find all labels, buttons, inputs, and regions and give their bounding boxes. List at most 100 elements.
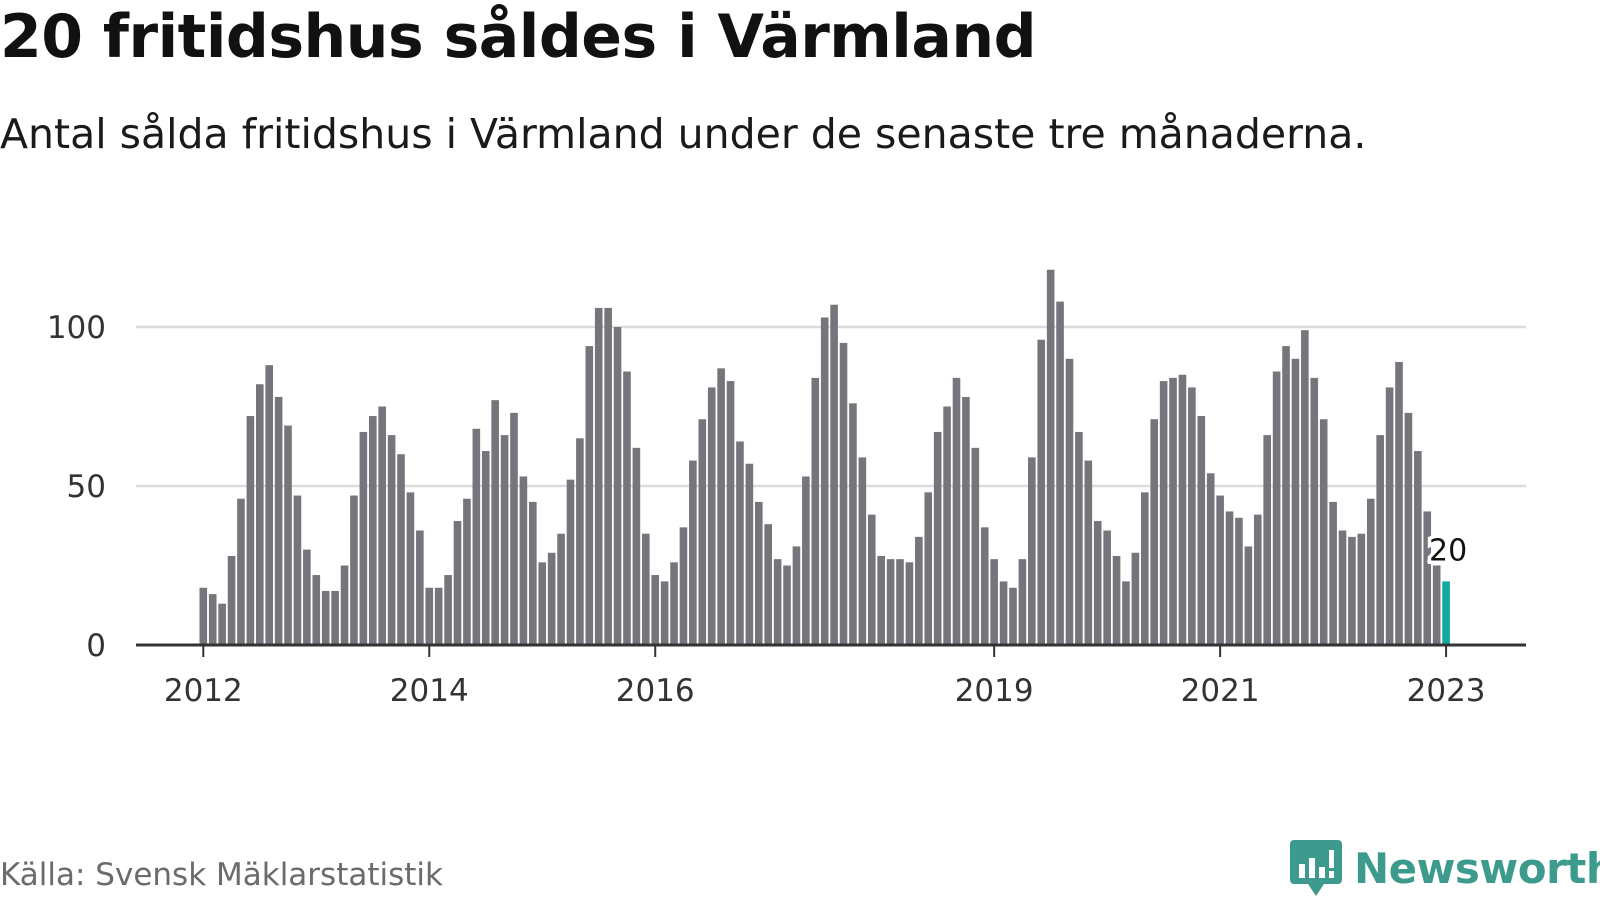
bar bbox=[265, 365, 274, 645]
bar bbox=[783, 565, 791, 645]
bar bbox=[1112, 555, 1121, 645]
bar bbox=[237, 498, 245, 645]
bar bbox=[1093, 520, 1102, 645]
bar bbox=[1028, 457, 1036, 645]
bar bbox=[670, 562, 678, 645]
bar bbox=[1376, 435, 1384, 645]
bar bbox=[867, 514, 876, 645]
bar bbox=[877, 555, 885, 645]
bar bbox=[416, 530, 424, 645]
bar bbox=[1348, 536, 1356, 645]
bar bbox=[208, 594, 217, 645]
bar bbox=[905, 562, 914, 645]
bar bbox=[321, 590, 330, 645]
bar bbox=[1122, 581, 1130, 645]
bar bbox=[764, 524, 772, 645]
y-tick-label: 0 bbox=[86, 628, 106, 664]
bar bbox=[199, 587, 208, 645]
bar bbox=[1169, 377, 1177, 645]
newsworthy-logo-text: Newsworthy bbox=[1354, 843, 1600, 893]
bar bbox=[255, 384, 264, 645]
bar bbox=[971, 447, 980, 645]
bar bbox=[849, 403, 857, 645]
bar bbox=[990, 559, 998, 645]
bar bbox=[1150, 419, 1159, 645]
bar bbox=[1178, 374, 1187, 645]
bar bbox=[472, 428, 481, 645]
bar bbox=[1197, 416, 1206, 645]
bar bbox=[1291, 358, 1300, 645]
bar bbox=[1037, 339, 1046, 645]
bar bbox=[689, 460, 697, 645]
bar bbox=[613, 327, 622, 645]
newsworthy-logo[interactable]: Newsworthy bbox=[1290, 840, 1600, 896]
bar bbox=[1329, 501, 1337, 645]
bar bbox=[1103, 530, 1111, 645]
bar bbox=[331, 590, 339, 645]
bar bbox=[792, 546, 801, 645]
bar bbox=[463, 498, 471, 645]
bar bbox=[604, 307, 612, 645]
bar bbox=[651, 575, 660, 645]
bar bbox=[839, 342, 848, 645]
x-tick-label: 2014 bbox=[390, 673, 469, 709]
bar bbox=[1235, 517, 1243, 645]
bar bbox=[491, 400, 499, 645]
bar bbox=[481, 451, 490, 645]
bar bbox=[1244, 546, 1253, 645]
bar bbox=[293, 495, 302, 645]
bar bbox=[962, 396, 970, 645]
bar bbox=[802, 476, 810, 645]
bar bbox=[1206, 473, 1215, 645]
bar bbox=[274, 396, 283, 645]
bar bbox=[736, 441, 744, 645]
bar-chart: 0 50 100 2012 2014 2016 2019 2021 2023 20 bbox=[47, 269, 1526, 709]
bars bbox=[199, 269, 1450, 645]
bar bbox=[500, 435, 509, 645]
bar bbox=[830, 304, 838, 645]
bar bbox=[303, 549, 311, 645]
bar bbox=[368, 416, 377, 645]
bar bbox=[820, 317, 829, 645]
bar bbox=[1432, 565, 1441, 645]
bar bbox=[246, 416, 255, 645]
bar bbox=[999, 581, 1008, 645]
bar bbox=[707, 387, 716, 645]
last-value-annotation: 20 bbox=[1429, 533, 1467, 568]
y-tick-label: 100 bbox=[47, 310, 106, 346]
bar bbox=[1338, 530, 1347, 645]
bar bbox=[585, 346, 594, 645]
bar bbox=[811, 377, 820, 645]
tick-labels: 0 50 100 2012 2014 2016 2019 2021 2023 20 bbox=[47, 310, 1486, 709]
bar bbox=[1141, 492, 1149, 645]
bar bbox=[218, 603, 226, 645]
bar bbox=[1310, 377, 1319, 645]
bar bbox=[350, 495, 358, 645]
bar bbox=[896, 559, 904, 645]
bar bbox=[529, 501, 537, 645]
bar bbox=[933, 431, 942, 645]
bar bbox=[434, 587, 443, 645]
bar bbox=[1263, 435, 1271, 645]
source-note: Källa: Svensk Mäklarstatistik bbox=[0, 857, 443, 893]
bar bbox=[1075, 431, 1083, 645]
bar bbox=[1385, 387, 1394, 645]
bar bbox=[1188, 387, 1196, 645]
bar bbox=[387, 435, 396, 645]
bar bbox=[1272, 371, 1281, 645]
bar bbox=[406, 492, 415, 645]
bar bbox=[538, 562, 547, 645]
bar bbox=[547, 552, 556, 645]
bar bbox=[594, 307, 603, 645]
x-tick-label: 2012 bbox=[164, 673, 243, 709]
bar bbox=[717, 368, 725, 645]
bar bbox=[1159, 381, 1168, 645]
bar bbox=[660, 581, 669, 645]
bar bbox=[886, 559, 895, 645]
bar bbox=[576, 438, 584, 645]
bar bbox=[754, 501, 763, 645]
bar bbox=[227, 555, 236, 645]
bar bbox=[425, 587, 434, 645]
bar bbox=[1319, 419, 1328, 645]
bar bbox=[726, 381, 735, 645]
